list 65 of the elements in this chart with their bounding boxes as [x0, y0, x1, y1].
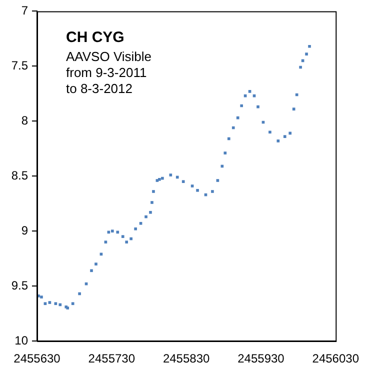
y-tick-label: 7 [21, 4, 28, 18]
point [90, 269, 93, 272]
point [161, 176, 164, 180]
point [190, 184, 194, 188]
point [169, 174, 172, 176]
point [211, 190, 214, 193]
point [256, 105, 260, 108]
point [100, 252, 103, 256]
point [283, 135, 286, 138]
point [305, 52, 308, 56]
point [236, 116, 240, 120]
point [48, 301, 52, 304]
point [299, 66, 302, 69]
x-tick-label: 2455830 [162, 352, 210, 366]
point [292, 108, 296, 110]
x-tick-label: 2455730 [88, 352, 136, 366]
point [58, 303, 62, 306]
point [196, 188, 199, 192]
y-tick-label: 10 [14, 333, 28, 348]
point [268, 130, 272, 134]
point [78, 292, 81, 296]
point [276, 140, 280, 142]
point [224, 152, 227, 154]
point [125, 240, 128, 244]
point [54, 302, 58, 306]
point [252, 94, 256, 98]
x-tick-label: 2455630 [14, 352, 61, 366]
x-tick-label: 2455930 [238, 352, 285, 366]
point [71, 302, 74, 306]
point [104, 240, 108, 244]
point [121, 235, 124, 238]
point [44, 302, 47, 306]
annotation: to 8-3-2012 [66, 81, 132, 96]
text: CH CYG [66, 29, 124, 46]
point [216, 179, 220, 182]
point [244, 94, 247, 98]
point [134, 227, 137, 230]
x-tick-label: 2456030 [312, 352, 360, 366]
point [158, 178, 161, 181]
point [94, 262, 98, 266]
point [240, 104, 243, 108]
point [40, 296, 43, 298]
point [144, 215, 148, 218]
point [220, 164, 224, 168]
point [227, 137, 230, 140]
y-tick-label: 8 [21, 113, 28, 128]
point [116, 230, 120, 234]
point [288, 132, 292, 135]
point [176, 176, 179, 179]
point [150, 201, 154, 204]
point [248, 90, 252, 93]
y-tick-label: 9 [21, 223, 28, 238]
point [232, 126, 235, 130]
point [149, 210, 152, 214]
y-tick-label: 7.5 [11, 58, 28, 72]
point [152, 190, 155, 193]
point [308, 44, 311, 48]
annotation: AAVSO Visible [66, 49, 152, 64]
point [139, 222, 142, 225]
point [110, 230, 114, 232]
point [130, 237, 132, 240]
y-tick-label: 9.5 [11, 278, 28, 292]
annotation: from 9-3-2011 [66, 65, 147, 80]
y-tick-label: 8.5 [11, 168, 28, 182]
point [182, 180, 185, 184]
